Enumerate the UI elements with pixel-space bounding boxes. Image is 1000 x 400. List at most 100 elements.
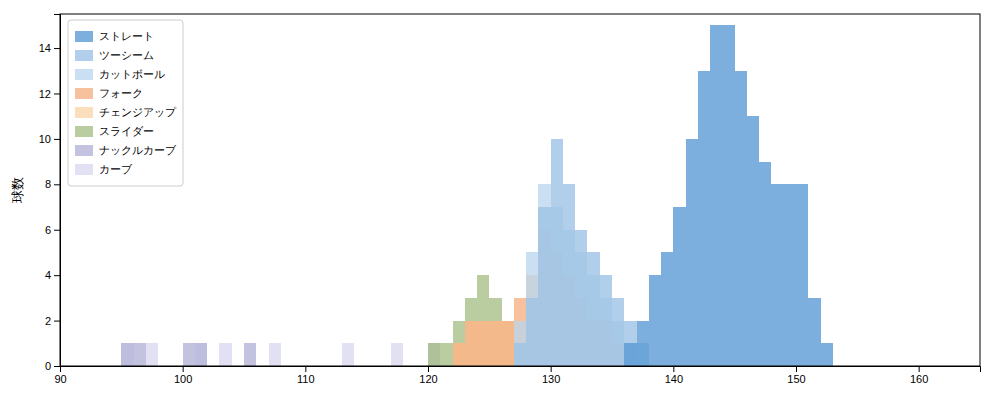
y-tick-line [54,230,60,231]
histogram-bar [808,298,820,366]
histogram-bar [563,184,575,366]
y-tick-line [54,48,60,49]
y-tick: 10 [39,133,60,145]
x-tick-line [919,366,920,372]
histogram-bar [538,184,550,366]
y-tick-label: 14 [39,42,51,54]
histogram-bar [121,343,133,366]
plot-frame [60,14,980,366]
x-tick: 110 [297,366,315,385]
x-tick-line [428,366,429,372]
histogram-bar [514,343,526,366]
histogram-bar [587,252,599,366]
histogram-bar [514,321,526,366]
histogram-bar [796,184,808,366]
histogram-bar [477,275,489,366]
x-tick-label: 140 [665,373,683,385]
y-tick-label: 6 [45,224,51,236]
histogram-bar [195,343,207,366]
histogram-bar [440,343,452,366]
x-tick-label: 130 [542,373,560,385]
x-tick: 160 [910,366,928,385]
histogram-bar [342,343,354,366]
y-tick: 2 [45,315,60,327]
histogram-bar [453,343,465,366]
x-tick-label: 120 [419,373,437,385]
legend-swatch [75,31,93,42]
y-tick: 4 [45,269,60,281]
chart: 9010011012013014015016002468101214ストレートツ… [0,0,1000,400]
histogram-bar [784,184,796,366]
histogram-bar [735,71,747,366]
y-tick: 0 [45,360,60,372]
histogram-bar [146,343,158,366]
legend-item: カーブ [75,163,133,176]
histogram-bar [489,298,501,366]
legend-swatch [75,69,93,80]
x-tick-label: 110 [297,373,315,385]
y-tick-label: 12 [39,88,51,100]
y-tick-line [54,366,60,367]
x-tick-line [673,366,674,372]
histogram-bar [575,230,587,366]
x-axis: 90 100 110 120 130 140 150 160 [54,366,980,385]
histogram-bar [673,207,685,366]
y-tick-line [54,93,60,94]
histogram-bar [649,275,661,366]
histogram-bar [526,252,538,366]
histogram-bar [121,343,133,366]
x-tick: 100 [174,366,192,385]
x-tick-line [305,366,306,372]
x-tick-label: 150 [787,373,805,385]
histogram-bar [428,343,440,366]
y-tick-line [54,275,60,276]
histogram-bar [134,343,146,366]
histogram-bar [465,321,477,366]
histogram-bar [637,321,649,366]
histogram-bar [477,321,489,366]
histogram-bar [538,207,550,366]
x-tick-label: 160 [910,373,928,385]
histogram-bar [489,321,501,366]
histogram-bar [502,321,514,366]
histogram-bar [465,298,477,366]
series-bars [121,343,403,366]
x-tick-line [796,366,797,372]
series-bars [624,25,833,366]
histogram-bar [771,184,783,366]
x-tick: 140 [665,366,683,385]
legend-item: ナックルカーブ [75,144,177,157]
histogram-bar [428,343,440,366]
x-tick-line [183,366,184,372]
x-tick: 120 [419,366,437,385]
series-bars [514,139,649,366]
x-tick-line [551,366,552,372]
histogram-bar [219,343,231,366]
histogram-bar [821,343,833,366]
x-tick: 150 [787,366,805,385]
y-tick-label: 4 [45,269,51,281]
x-tick: 90 [54,366,66,385]
histogram-bar [514,321,526,366]
legend-swatch [75,50,93,61]
legend-item: フォーク [75,87,143,100]
legend-label: ストレート [99,30,154,43]
histogram-bar [710,25,722,366]
histogram-bar [514,298,526,366]
legend-label: カーブ [99,163,133,176]
legend-swatch [75,126,93,137]
histogram-bar [453,321,465,366]
x-axis-line [61,367,981,373]
histogram-bar [722,25,734,366]
legend-label: スライダー [99,125,154,138]
histogram-bar [624,343,636,366]
y-tick: 6 [45,224,60,236]
histogram-bar [526,298,538,366]
histogram-bar [477,321,489,366]
legend-swatch [75,107,93,118]
x-tick: 130 [542,366,560,385]
legend-swatch [75,88,93,99]
y-tick: 12 [39,88,60,100]
histogram-bar [612,298,624,366]
histogram-bar [514,321,526,366]
